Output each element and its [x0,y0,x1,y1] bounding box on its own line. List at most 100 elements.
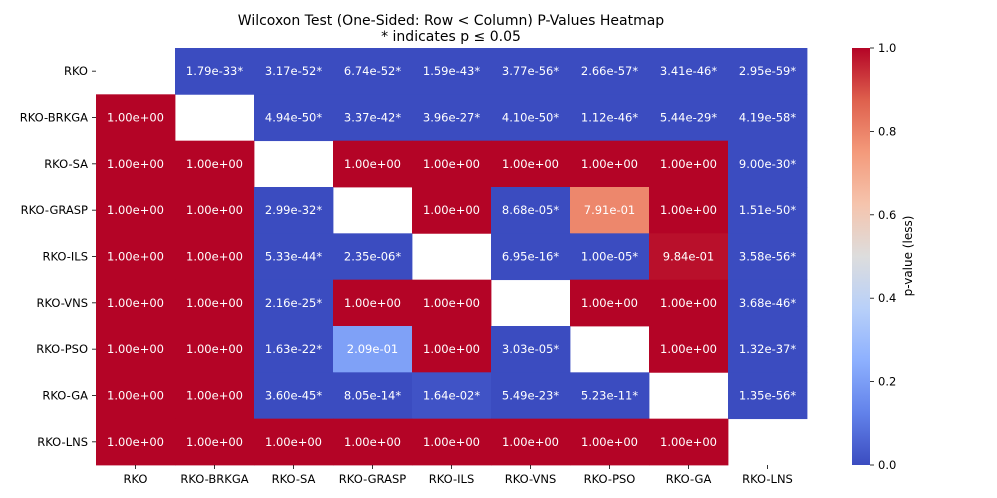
heatmap-cell [254,187,334,234]
cell-label: 6.95e-16* [502,250,559,264]
cell-label: 1.00e+00 [660,435,717,449]
column-label: RKO-LNS [742,472,793,486]
row-label: RKO-VNS [36,296,88,310]
cell-label: 2.35e-06* [344,250,401,264]
cell-label: 1.00e+00 [423,157,480,171]
cell-label: 8.05e-14* [344,389,401,403]
heatmap-cell [333,326,413,373]
cell-label: 1.00e+00 [107,389,164,403]
cell-label: 3.96e-27* [423,111,480,125]
cell-label: 1.63e-22* [265,342,322,356]
heatmap-cell [96,418,176,466]
heatmap-cell [254,418,334,466]
cell-label: 1.00e+00 [502,157,559,171]
column-label: RKO-ILS [429,472,475,486]
cell-label: 3.58e-56* [739,250,796,264]
heatmap-cell [649,233,729,281]
heatmap-cell [649,140,729,188]
heatmap-cell [649,326,729,373]
colorbar-tick-label: 1.0 [878,41,896,55]
cell-label: 2.16e-25* [265,296,322,310]
cell-label: 1.00e+00 [107,296,164,310]
cell-label: 1.79e-33* [186,64,243,78]
heatmap-cell [570,418,650,466]
heatmap-cell [728,140,808,188]
cell-label: 2.66e-57* [581,64,638,78]
cell-label: 4.10e-50* [502,111,559,125]
cell-label: 8.68e-05* [502,203,559,217]
heatmap-cell [412,94,492,142]
cell-label: 1.00e+00 [186,250,243,264]
heatmap-cell [333,372,413,420]
cell-label: 1.00e+00 [660,203,717,217]
row-label: RKO-LNS [37,435,88,449]
colorbar-gradient [852,48,870,465]
cell-label: 1.00e+00 [423,342,480,356]
heatmap-cell [491,418,571,466]
cell-label: 5.33e-44* [265,250,322,264]
heatmap-cell [175,326,255,373]
cell-label: 1.00e+00 [344,296,401,310]
heatmap-cell [491,187,571,234]
row-label: RKO [64,64,88,78]
heatmap-cell [491,48,571,95]
cell-label: 1.00e+00 [186,389,243,403]
cell-label: 1.00e+00 [344,157,401,171]
colorbar-tick-label: 0.0 [878,458,896,472]
heatmap-cell [728,279,808,327]
heatmap-cell [491,372,571,420]
cell-label: 1.12e-46* [581,111,638,125]
cell-label: 4.94e-50* [265,111,322,125]
column-label: RKO-GA [666,472,712,486]
cell-label: 4.19e-58* [739,111,796,125]
cell-label: 1.00e+00 [502,435,559,449]
heatmap-cell [491,326,571,373]
cell-label: 1.00e+00 [107,250,164,264]
heatmap-cell [254,372,334,420]
cell-label: 1.59e-43* [423,64,480,78]
column-label: RKO [124,472,148,486]
heatmap-cell [570,372,650,420]
cell-label: 2.09e-01 [347,342,398,356]
cell-label: 1.00e+00 [581,157,638,171]
heatmap-cell [570,279,650,327]
heatmap-cell [728,372,808,420]
heatmap-cell [96,140,176,188]
heatmap-cell [728,187,808,234]
heatmap-cell [649,94,729,142]
heatmap-cell [333,48,413,95]
heatmap-cells: 1.79e-33* 3.17e-52* 6.74e-52* 1.59e-43* 3.77… [96,48,808,466]
cell-label: 5.23e-11* [581,389,638,403]
heatmap-cell [175,372,255,420]
heatmap-cell [175,233,255,281]
heatmap-cell [570,187,650,234]
heatmap-cell [175,187,255,234]
cell-label: 3.17e-52* [265,64,322,78]
cell-label: 1.00e+00 [107,342,164,356]
heatmap-cell [96,279,176,327]
heatmap-cell [412,418,492,466]
cell-label: 1.00e-05* [581,250,638,264]
heatmap-cell [728,48,808,95]
heatmap-cell [570,140,650,188]
cell-label: 1.00e+00 [423,435,480,449]
cell-label: 1.00e+00 [660,296,717,310]
cell-label: 1.00e+00 [344,435,401,449]
colorbar-tick-label: 0.8 [878,124,896,138]
heatmap-cell [649,279,729,327]
colorbar: 0.0 0.2 0.4 0.6 0.8 1.0 p-value (less) [852,41,915,472]
cell-label: 5.44e-29* [660,111,717,125]
cell-label: 1.00e+00 [581,435,638,449]
heatmap-cell [412,140,492,188]
heatmap-cell [491,233,571,281]
cell-label: 6.74e-52* [344,64,401,78]
cell-label: 3.60e-45* [265,389,322,403]
cell-label: 3.03e-05* [502,342,559,356]
heatmap-cell [728,94,808,142]
cell-label: 3.37e-42* [344,111,401,125]
column-label: RKO-SA [272,472,316,486]
colorbar-label: p-value (less) [901,216,915,297]
heatmap-cell [254,48,334,95]
heatmap-cell [491,94,571,142]
